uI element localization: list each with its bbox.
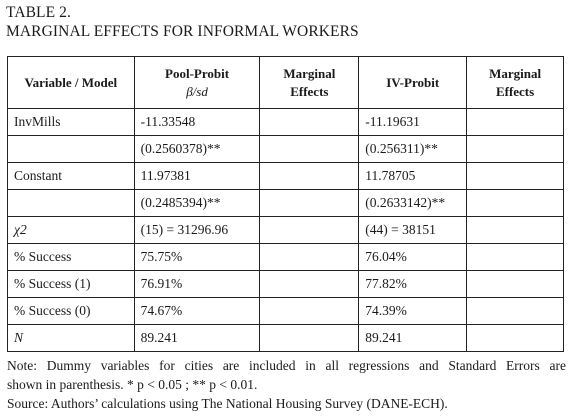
table-source: Source: Authors’ calculations using The … [7,396,448,411]
header-marginal-effects-2: Marginal Effects [466,56,564,109]
marginal-effects-cell [466,108,564,136]
iv-probit-cell: (0.2633142)** [358,189,468,217]
marginal-effects-cell [466,189,564,217]
row-label: Constant [7,162,135,190]
row-label: % Success [7,243,135,271]
iv-probit-cell: 74.39% [358,297,468,325]
table-title: MARGINAL EFFECTS FOR INFORMAL WORKERS [6,23,359,40]
table-row: % Success 75.75% 76.04% [7,243,564,271]
table-number: TABLE 2. [6,4,71,21]
row-label: % Success (0) [7,297,135,325]
row-label [7,189,135,217]
marginal-effects-cell [259,108,360,136]
marginal-effects-cell [259,297,360,325]
marginal-effects-cell [466,324,564,352]
marginal-effects-cell [466,270,564,298]
marginal-effects-cell [259,270,360,298]
iv-probit-cell: 77.82% [358,270,468,298]
row-label: χ2 [7,216,135,244]
header-row: Variable / Model Pool-Probit β/sd Margin… [7,56,564,109]
row-label: N [7,324,135,352]
row-label [7,135,135,163]
row-label: % Success (1) [7,270,135,298]
table-row: N 89.241 89.241 [7,324,564,352]
marginal-effects-cell [259,216,360,244]
header-variable-model: Variable / Model [7,56,135,109]
marginal-effects-cell [259,324,360,352]
table-row: (0.2485394)** (0.2633142)** [7,189,564,217]
iv-probit-cell: 11.78705 [358,162,468,190]
marginal-effects-cell [466,162,564,190]
table-row: Constant 11.97381 11.78705 [7,162,564,190]
pool-probit-cell: 11.97381 [133,162,261,190]
table-row: (0.2560378)** (0.256311)** [7,135,564,163]
header-marginal-effects-1: Marginal Effects [259,56,360,109]
iv-probit-cell: 76.04% [358,243,468,271]
table-row: InvMills -11.33548 -11.19631 [7,108,564,136]
row-label: InvMills [7,108,135,136]
table-note: Note: Dummy variables for cities are inc… [7,358,566,373]
iv-probit-cell: (44) = 38151 [358,216,468,244]
pool-probit-cell: 75.75% [133,243,261,271]
table-note-significance: shown in parenthesis. * p < 0.05 ; ** p … [7,377,258,392]
header-beta-sd: β/sd [186,83,208,99]
header-iv-probit: IV-Probit [358,56,468,109]
pool-probit-cell: (15) = 31296.96 [133,216,261,244]
marginal-effects-cell [466,297,564,325]
iv-probit-cell: 89.241 [358,324,468,352]
pool-probit-cell: (0.2560378)** [133,135,261,163]
marginal-effects-cell [466,135,564,163]
marginal-effects-table: Variable / Model Pool-Probit β/sd Margin… [7,56,564,352]
table-row: % Success (0) 74.67% 74.39% [7,297,564,325]
table-row: % Success (1) 76.91% 77.82% [7,270,564,298]
pool-probit-cell: -11.33548 [133,108,261,136]
iv-probit-cell: (0.256311)** [358,135,468,163]
table-row: χ2 (15) = 31296.96 (44) = 38151 [7,216,564,244]
iv-probit-cell: -11.19631 [358,108,468,136]
pool-probit-cell: 76.91% [133,270,261,298]
marginal-effects-cell [259,162,360,190]
header-pool-probit: Pool-Probit β/sd [133,56,261,109]
pool-probit-cell: 74.67% [133,297,261,325]
marginal-effects-cell [466,243,564,271]
marginal-effects-cell [259,135,360,163]
marginal-effects-cell [259,189,360,217]
marginal-effects-cell [466,216,564,244]
marginal-effects-cell [259,243,360,271]
pool-probit-cell: 89.241 [133,324,261,352]
pool-probit-cell: (0.2485394)** [133,189,261,217]
